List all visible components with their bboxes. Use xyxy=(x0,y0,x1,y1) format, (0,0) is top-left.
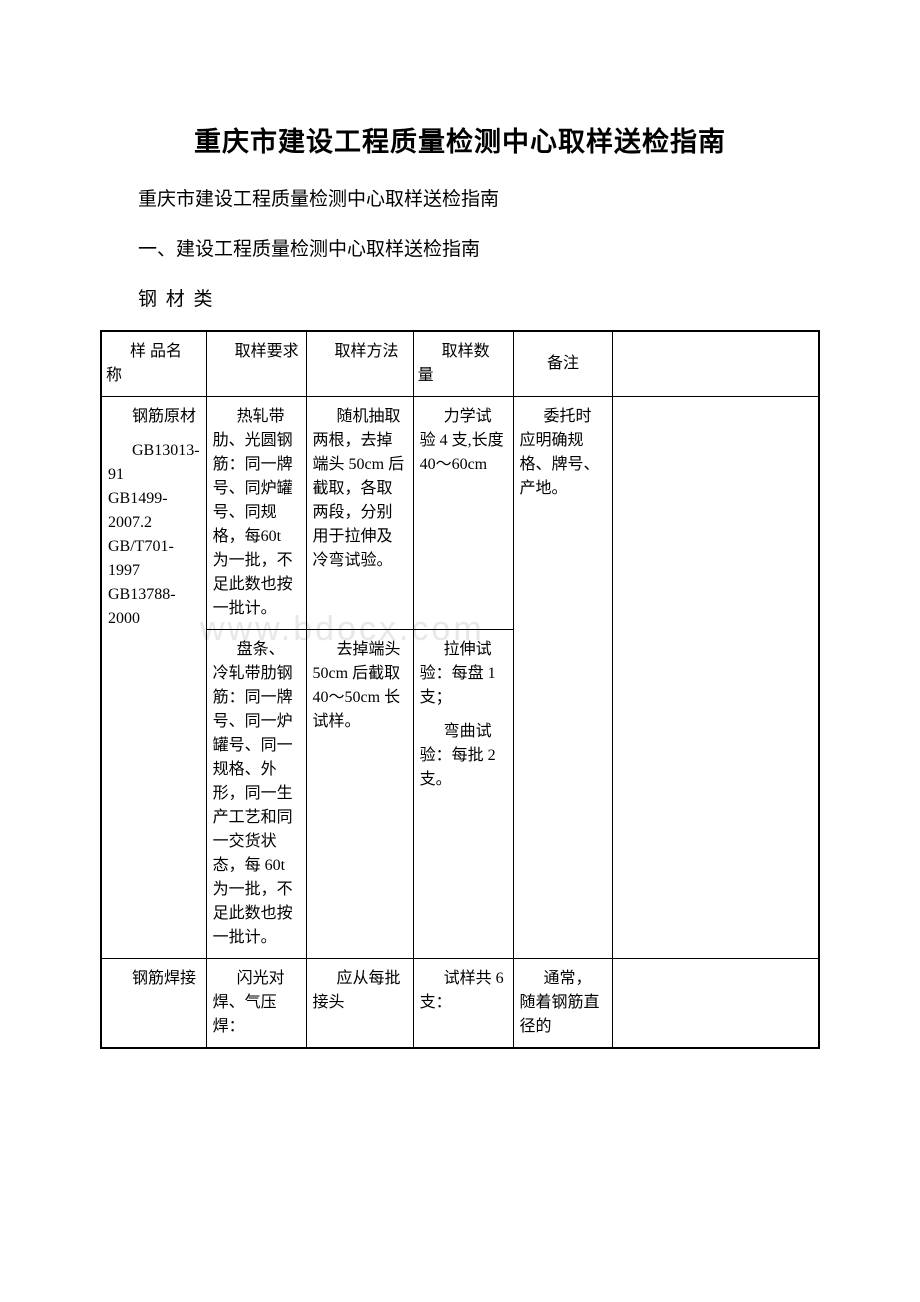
subtitle-text: 重庆市建设工程质量检测中心取样送检指南 xyxy=(100,183,820,217)
header-empty xyxy=(613,331,819,397)
cell-method-2: 应从每批接头 xyxy=(306,958,413,1048)
section-title: 一、建设工程质量检测中心取样送检指南 xyxy=(100,233,820,267)
method-text-2: 应从每批接头 xyxy=(313,967,407,1015)
header-sample-name: 样 品名 称 xyxy=(101,331,206,397)
table-header-row: 样 品名 称 取样要求 取样方法 取样数 量 备注 xyxy=(101,331,819,397)
cell-method-1a: 随机抽取两根，去掉端头 50cm 后截取，各取两段，分别用于拉伸及冷弯试验。 xyxy=(306,396,413,629)
cell-req-2: 闪光对焊、气压焊： xyxy=(206,958,306,1048)
cell-req-1b: 盘条、冷轧带肋钢筋：同一牌号、同一炉罐号、同一规格、外形，同一生产工艺和同一交货… xyxy=(206,629,306,958)
qty-text-1a: 力学试验 4 支,长度 40～60cm xyxy=(420,405,507,477)
sample-name-text: 钢筋原材 xyxy=(108,405,200,429)
cell-remark-1: 委托时应明确规格、牌号、产地。 xyxy=(513,396,613,958)
req-text-2: 闪光对焊、气压焊： xyxy=(213,967,300,1039)
header-method: 取样方法 xyxy=(306,331,413,397)
sampling-guide-table: 样 品名 称 取样要求 取样方法 取样数 量 备注 钢筋原材 GB13013-9… xyxy=(100,330,820,1049)
table-row: 钢筋焊接 闪光对焊、气压焊： 应从每批接头 试样共 6 支： 通常，随着钢筋直径… xyxy=(101,958,819,1048)
sample-name-text-2: 钢筋焊接 xyxy=(108,967,200,991)
header-requirement: 取样要求 xyxy=(206,331,306,397)
cell-empty-1 xyxy=(613,396,819,958)
cell-qty-2: 试样共 6 支： xyxy=(413,958,513,1048)
remark-text-2: 通常，随着钢筋直径的 xyxy=(520,967,607,1039)
method-text-1a: 随机抽取两根，去掉端头 50cm 后截取，各取两段，分别用于拉伸及冷弯试验。 xyxy=(313,405,407,573)
cell-method-1b: 去掉端头 50cm 后截取 40～50cm 长试样。 xyxy=(306,629,413,958)
qty-text-1b-2: 弯曲试验：每批 2 支。 xyxy=(420,720,507,792)
cell-qty-1a: 力学试验 4 支,长度 40～60cm xyxy=(413,396,513,629)
cell-qty-1b: 拉伸试验：每盘 1 支； 弯曲试验：每批 2 支。 xyxy=(413,629,513,958)
cell-req-1a: 热轧带肋、光圆钢筋：同一牌号、同炉罐号、同规格，每60t 为一批，不足此数也按一… xyxy=(206,396,306,629)
qty-text-2: 试样共 6 支： xyxy=(420,967,507,1015)
header-quantity: 取样数 量 xyxy=(413,331,513,397)
cell-sample-name-2: 钢筋焊接 xyxy=(101,958,206,1048)
cell-sample-name-1: 钢筋原材 GB13013-91 GB1499-2007.2 GB/T701-19… xyxy=(101,396,206,958)
method-text-1b: 去掉端头 50cm 后截取 40～50cm 长试样。 xyxy=(313,638,407,734)
remark-text-1: 委托时应明确规格、牌号、产地。 xyxy=(520,405,607,501)
qty-text-1b-1: 拉伸试验：每盘 1 支； xyxy=(420,638,507,710)
table-row: 钢筋原材 GB13013-91 GB1499-2007.2 GB/T701-19… xyxy=(101,396,819,629)
req-text-1b: 盘条、冷轧带肋钢筋：同一牌号、同一炉罐号、同一规格、外形，同一生产工艺和同一交货… xyxy=(213,638,300,950)
cell-empty-2 xyxy=(613,958,819,1048)
cell-remark-2: 通常，随着钢筋直径的 xyxy=(513,958,613,1048)
header-remark: 备注 xyxy=(513,331,613,397)
main-title: 重庆市建设工程质量检测中心取样送检指南 xyxy=(100,120,820,159)
sample-standards: GB13013-91 GB1499-2007.2 GB/T701-1997 GB… xyxy=(108,439,200,631)
category-title: 钢 材 类 xyxy=(100,283,820,317)
req-text-1a: 热轧带肋、光圆钢筋：同一牌号、同炉罐号、同规格，每60t 为一批，不足此数也按一… xyxy=(213,405,300,621)
